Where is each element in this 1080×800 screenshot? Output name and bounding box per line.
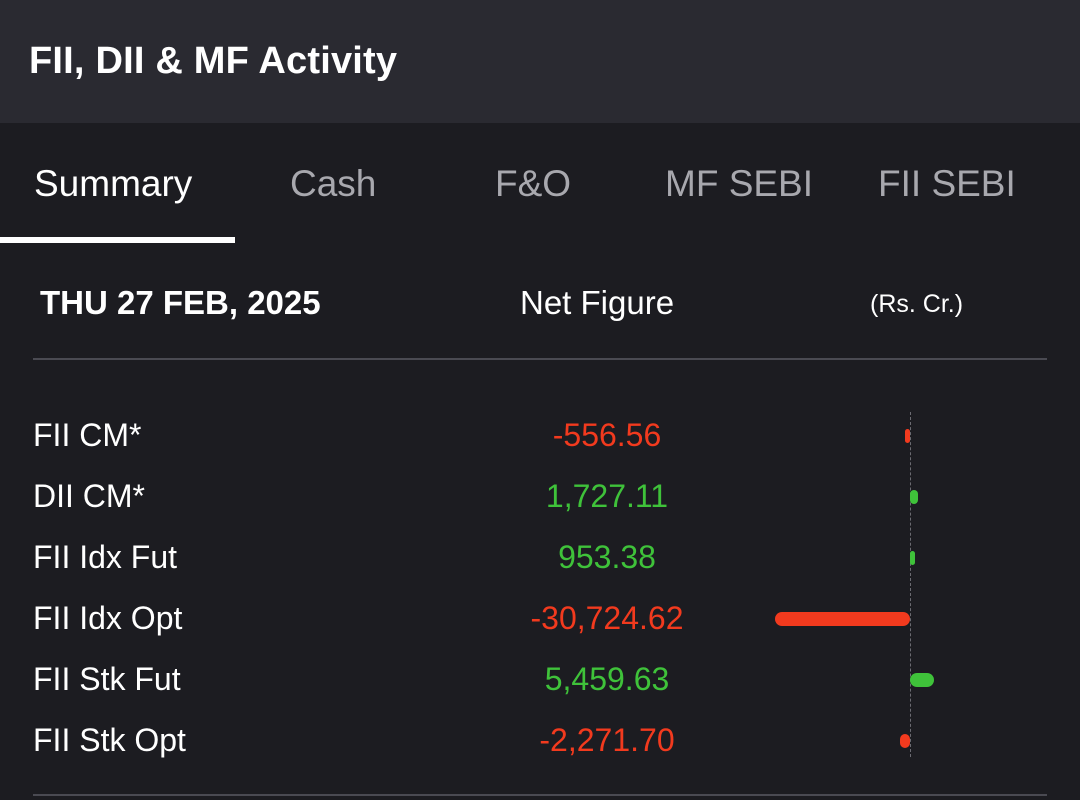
row-fii-idx-fut[interactable]: FII Idx Fut 953.38 [0,527,1080,588]
bottom-divider [33,794,1047,796]
row-bar [910,490,918,504]
row-bar [775,612,910,626]
tab-fo[interactable]: F&O [495,163,572,204]
row-fii-stk-fut[interactable]: FII Stk Fut 5,459.63 [0,649,1080,710]
row-bar [900,734,910,748]
summary-header-row: THU 27 FEB, 2025 Net Figure (Rs. Cr.) [0,245,1080,360]
row-value: -556.56 [552,417,662,453]
row-label: FII Idx Opt [33,600,183,636]
row-label: FII Idx Fut [33,539,178,575]
row-value: 5,459.63 [544,661,670,697]
tab-cash[interactable]: Cash [290,163,377,204]
row-value: 953.38 [558,539,656,575]
row-label: FII Stk Opt [33,722,186,758]
row-label: FII CM* [33,417,142,453]
net-figure-label: Net Figure [520,284,675,321]
row-value: -30,724.62 [530,600,684,636]
row-fii-idx-opt[interactable]: FII Idx Opt -30,724.62 [0,588,1080,649]
top-divider [33,358,1047,360]
date-label: THU 27 FEB, 2025 [40,284,321,321]
row-label: DII CM* [33,478,145,514]
row-bar [905,429,910,443]
tab-summary[interactable]: Summary [34,163,193,204]
zero-axis-line [910,412,911,757]
tab-bar: Summary Cash F&O MF SEBI FII SEBI [0,123,1080,245]
row-dii-cm[interactable]: DII CM* 1,727.11 [0,466,1080,527]
app-header: FII, DII & MF Activity [0,0,1080,123]
tab-mf-sebi[interactable]: MF SEBI [665,163,814,204]
row-fii-cm[interactable]: FII CM* -556.56 [0,405,1080,466]
page-title: FII, DII & MF Activity [29,40,398,82]
row-bar [910,673,934,687]
active-tab-indicator [0,237,235,243]
row-value: 1,727.11 [545,478,669,514]
row-label: FII Stk Fut [33,661,181,697]
row-fii-stk-opt[interactable]: FII Stk Opt -2,271.70 [0,710,1080,771]
unit-label: (Rs. Cr.) [870,290,964,318]
tab-fii-sebi[interactable]: FII SEBI [878,163,1016,204]
row-bar [910,551,915,565]
row-value: -2,271.70 [539,722,675,758]
